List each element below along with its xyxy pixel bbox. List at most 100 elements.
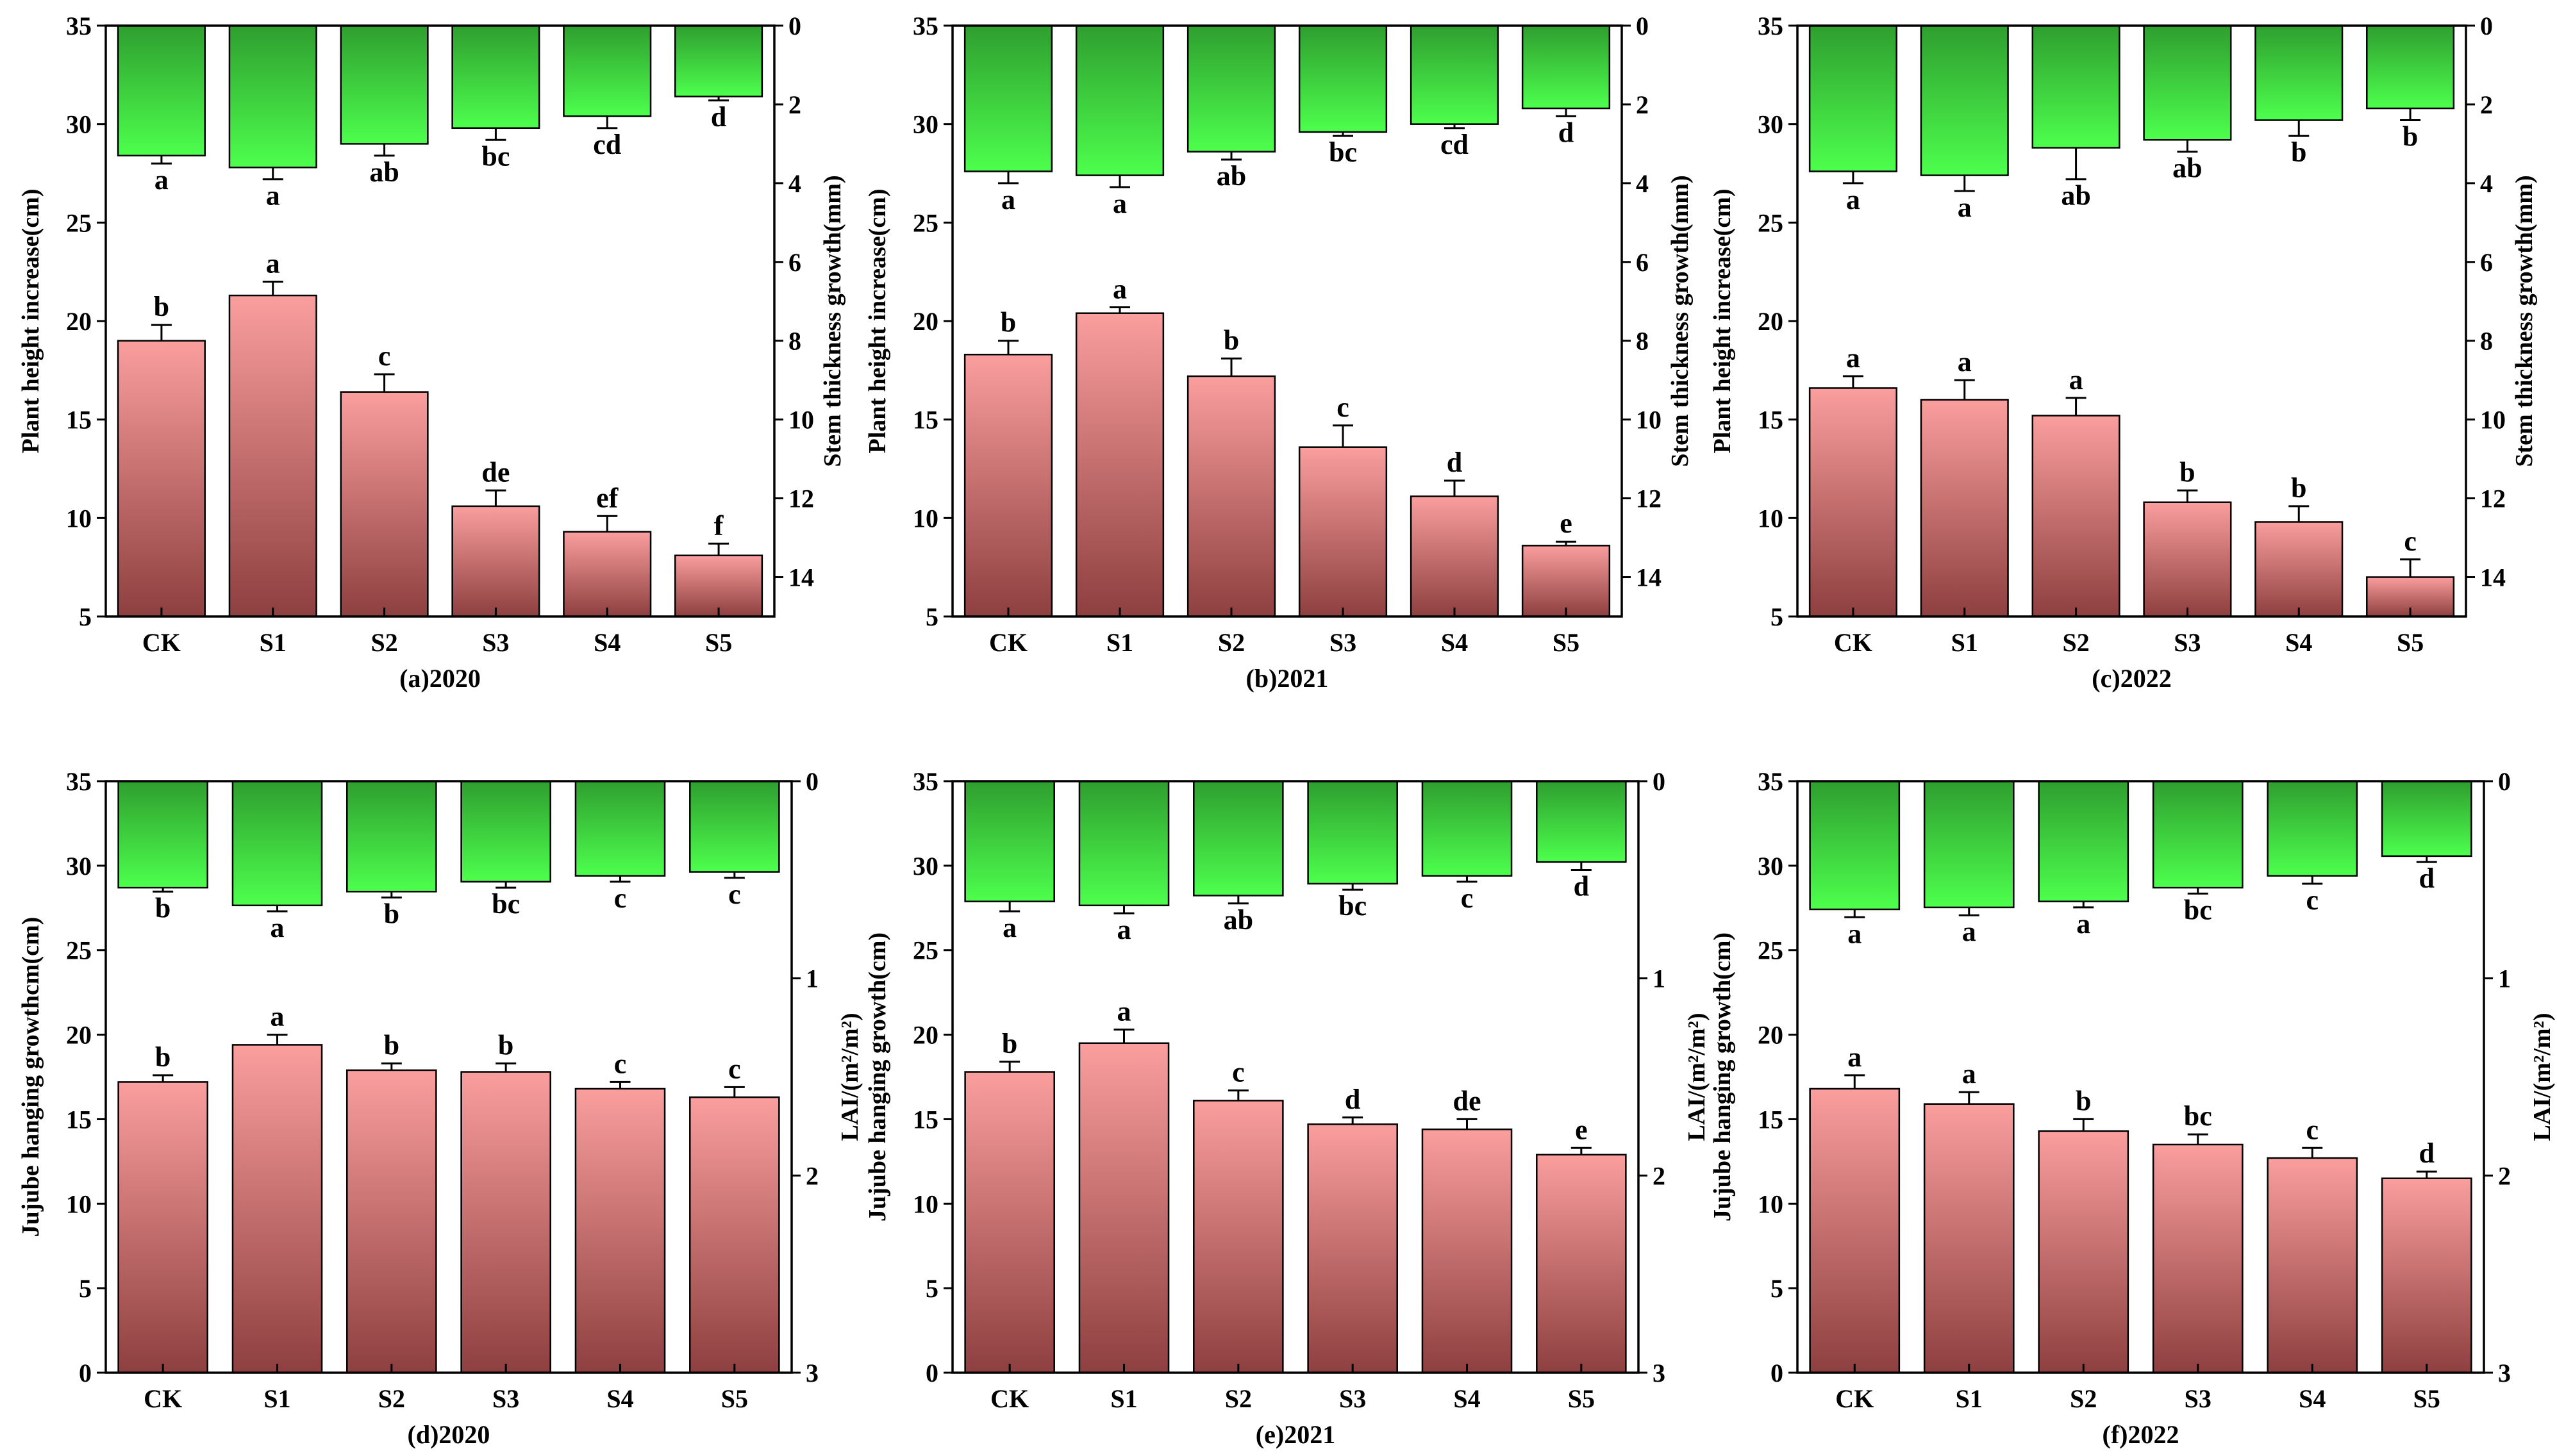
significance-letter-bottom: de (1453, 1085, 1481, 1116)
significance-letter-top: ab (1224, 904, 1253, 936)
y-left-tick-label: 15 (1758, 406, 1783, 434)
significance-letter-bottom: b (384, 1029, 399, 1061)
x-tick-label: S1 (1951, 628, 1978, 657)
significance-letter-bottom: d (2419, 1138, 2435, 1169)
bar-top (1187, 24, 1276, 153)
y-right-tick-label: 8 (2480, 327, 2493, 356)
y-right-tick-label: 6 (1636, 248, 1649, 277)
bar-bottom (117, 1081, 208, 1374)
y-left-tick-label: 10 (66, 1189, 92, 1218)
y-left-tick-label: 15 (1758, 1105, 1783, 1134)
x-tick-label: S3 (2185, 1384, 2211, 1413)
bar-bottom (340, 391, 429, 618)
x-tick-label: S5 (705, 628, 732, 657)
significance-letter-top: a (1113, 188, 1127, 219)
bar-top (231, 780, 323, 907)
y-left-tick-label: 35 (1758, 767, 1783, 796)
significance-letter-top: a (1117, 914, 1131, 945)
x-tick-label: S2 (1225, 1384, 1252, 1413)
significance-letter-bottom: a (1847, 1041, 1862, 1073)
bar-bottom (1808, 387, 1897, 618)
x-tick-label: S3 (1339, 1384, 1366, 1413)
y-left-tick-label: 20 (66, 307, 92, 336)
bar-bottom (346, 1069, 437, 1374)
y-left-tick-label: 30 (66, 852, 92, 881)
significance-letter-bottom: f (714, 509, 724, 541)
panel-caption: (b)2021 (1246, 664, 1329, 693)
bar-top (117, 780, 208, 889)
chart-panel-d: b b CK a a S1 b b S2 b bc S3 c c S4 c c S5 0 5 10 15 20 25 30 35 0… (17, 767, 863, 1449)
significance-letter-top: a (2076, 908, 2090, 939)
significance-letter-top: b (2403, 121, 2418, 153)
bar-bottom (460, 1071, 551, 1374)
significance-letter-top: d (1574, 870, 1589, 902)
significance-letter-top: bc (481, 140, 510, 172)
bar-top (963, 24, 1053, 172)
significance-letter-bottom: a (2069, 364, 2083, 395)
y-left-tick-label: 25 (913, 936, 938, 965)
significance-letter-bottom: e (1560, 508, 1572, 539)
y-left-tick-label: 5 (79, 1274, 92, 1303)
plot-frame (951, 780, 1640, 1374)
x-tick-label: S2 (2062, 628, 2089, 657)
bar-top (451, 24, 540, 129)
plot-frame (1796, 780, 2485, 1374)
y-left-tick-label: 25 (913, 208, 938, 237)
x-tick-label: S5 (721, 1384, 748, 1413)
bar-bottom (1920, 399, 2009, 618)
y-left-tick-label: 5 (1770, 1274, 1783, 1303)
bar-top (964, 780, 1055, 902)
y-left-tick-label: 30 (1758, 852, 1783, 881)
significance-letter-bottom: c (2404, 525, 2417, 557)
significance-letter-top: a (154, 164, 169, 195)
y-right-tick-label: 12 (1636, 484, 1662, 513)
y-left-axis-label: Jujube hanging growthcm(cm) (17, 917, 44, 1237)
bar-bottom (1193, 1100, 1284, 1374)
bar-top (346, 780, 437, 893)
x-tick-label: S5 (1553, 628, 1579, 657)
plot-frame (104, 780, 793, 1374)
panel-caption: (a)2020 (399, 664, 481, 693)
significance-letter-bottom: a (1962, 1058, 1976, 1089)
y-right-tick-label: 0 (788, 12, 801, 40)
panel-caption: (c)2022 (2092, 664, 2171, 693)
significance-letter-top: cd (593, 129, 621, 160)
bar-top (1808, 24, 1897, 172)
y-right-tick-label: 1 (806, 964, 819, 993)
y-right-tick-label: 2 (2498, 1161, 2511, 1190)
y-left-tick-label: 20 (1758, 1021, 1783, 1050)
bar-bottom (964, 1071, 1055, 1374)
significance-letter-bottom: bc (2184, 1100, 2212, 1132)
significance-letter-top: c (614, 882, 627, 914)
chart-panel-b: baCKaaS1babS2cbcS3dcdS4edS55101520253035… (864, 12, 1694, 693)
y-left-tick-label: 20 (913, 307, 938, 336)
y-left-tick-label: 15 (66, 1105, 92, 1134)
bar-bottom (1410, 495, 1499, 618)
significance-letter-top: cd (1440, 129, 1469, 160)
bar-bottom (451, 505, 540, 618)
y-left-tick-label: 10 (1758, 1189, 1783, 1218)
significance-letter-top: ab (1217, 160, 1246, 192)
significance-letter-top: c (728, 879, 741, 910)
y-right-tick-label: 1 (2498, 964, 2511, 993)
panel-caption: (d)2020 (408, 1420, 490, 1449)
significance-letter-top: a (1003, 912, 1017, 943)
y-left-axis-label: Jujube hanging growth(cm) (864, 932, 891, 1221)
y-right-tick-label: 8 (788, 327, 801, 356)
y-left-tick-label: 35 (66, 12, 92, 40)
bar-bottom (228, 294, 317, 618)
significance-letter-bottom: a (1958, 346, 1972, 377)
bar-bottom (1536, 1154, 1627, 1374)
x-tick-label: CK (990, 1384, 1029, 1413)
significance-letter-top: bc (1329, 136, 1357, 168)
bar-top (1193, 780, 1284, 897)
bar-bottom (2254, 521, 2344, 618)
significance-letter-top: ab (2172, 153, 2202, 184)
bar-top (2031, 24, 2120, 149)
y-left-tick-label: 0 (79, 1359, 92, 1387)
bar-bottom (231, 1044, 323, 1374)
significance-letter-bottom: c (1232, 1057, 1245, 1088)
bar-bottom (963, 353, 1053, 618)
y-right-axis-label: LAI/(m²/m²) (1683, 1013, 1710, 1141)
